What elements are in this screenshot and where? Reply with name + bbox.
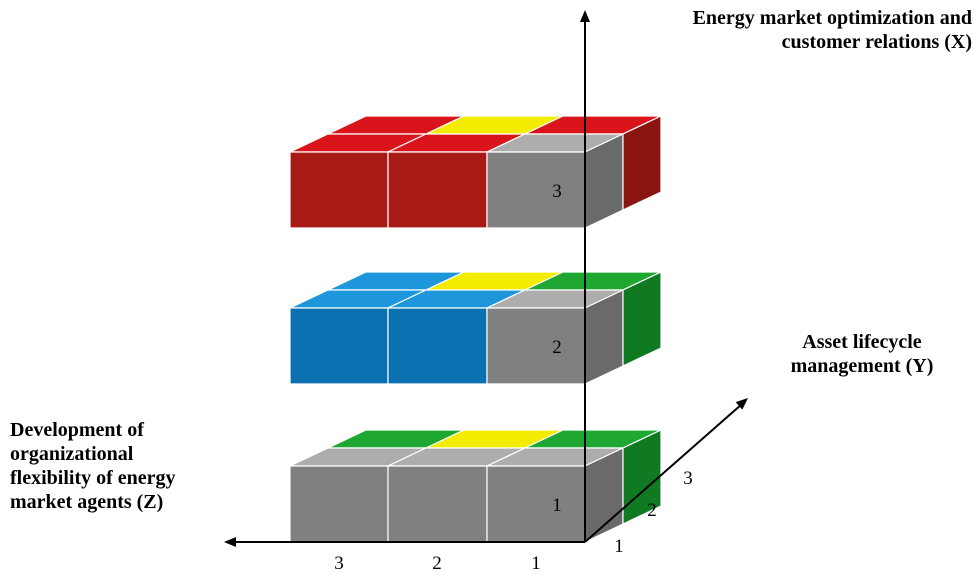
y-axis-label-line: Asset lifecycle xyxy=(802,331,922,353)
cell-front-blue xyxy=(387,307,488,385)
z-axis-tick: 2 xyxy=(432,553,442,572)
layer-number: 3 xyxy=(552,181,562,202)
z-axis-arrow xyxy=(224,537,236,547)
cell-side-red xyxy=(622,115,662,211)
z-axis-label-line: Development of xyxy=(10,419,144,441)
axis-ticks: 3 2 1 1 2 3 xyxy=(334,468,693,572)
y-axis-arrow xyxy=(735,398,748,410)
cell-front-red xyxy=(289,151,389,229)
x-axis-label-line: customer relations (X) xyxy=(781,31,972,53)
z-axis-label-line: flexibility of energy xyxy=(10,467,176,489)
axes xyxy=(224,10,748,547)
z-axis-tick: 1 xyxy=(531,553,541,572)
z-axis-label: Development of organizational flexibilit… xyxy=(10,418,250,514)
y-axis-line xyxy=(584,403,743,543)
y-axis-tick: 3 xyxy=(683,468,693,489)
z-axis-tick: 3 xyxy=(334,553,344,572)
x-axis-label: Energy market optimization and customer … xyxy=(552,6,972,54)
y-axis-label: Asset lifecycle management (Y) xyxy=(752,330,972,378)
cell-front-grey xyxy=(289,465,389,543)
layer-3: 3 xyxy=(289,115,662,229)
layer-number: 1 xyxy=(552,495,562,516)
layer-2: 2 xyxy=(289,271,662,385)
cell-front-grey xyxy=(486,151,586,229)
layer-stack: 1 2 3 xyxy=(289,115,662,543)
y-axis-tick: 2 xyxy=(647,500,657,521)
z-axis-label-line: market agents (Z) xyxy=(10,491,164,513)
cell-front-blue xyxy=(289,307,389,385)
layer-number: 2 xyxy=(552,337,562,358)
cell-front-red xyxy=(387,151,488,229)
layer-1: 1 xyxy=(289,429,662,543)
x-axis-label-line: Energy market optimization and xyxy=(692,7,972,29)
cell-front-grey xyxy=(387,465,488,543)
y-axis-label-line: management (Y) xyxy=(790,355,934,377)
z-axis-label-line: organizational xyxy=(10,443,134,465)
cell-front-grey xyxy=(486,465,586,543)
cell-side-green xyxy=(622,271,662,367)
y-axis-tick: 1 xyxy=(614,536,624,557)
cell-front-grey xyxy=(486,307,586,385)
x-axis-arrow xyxy=(580,10,590,22)
